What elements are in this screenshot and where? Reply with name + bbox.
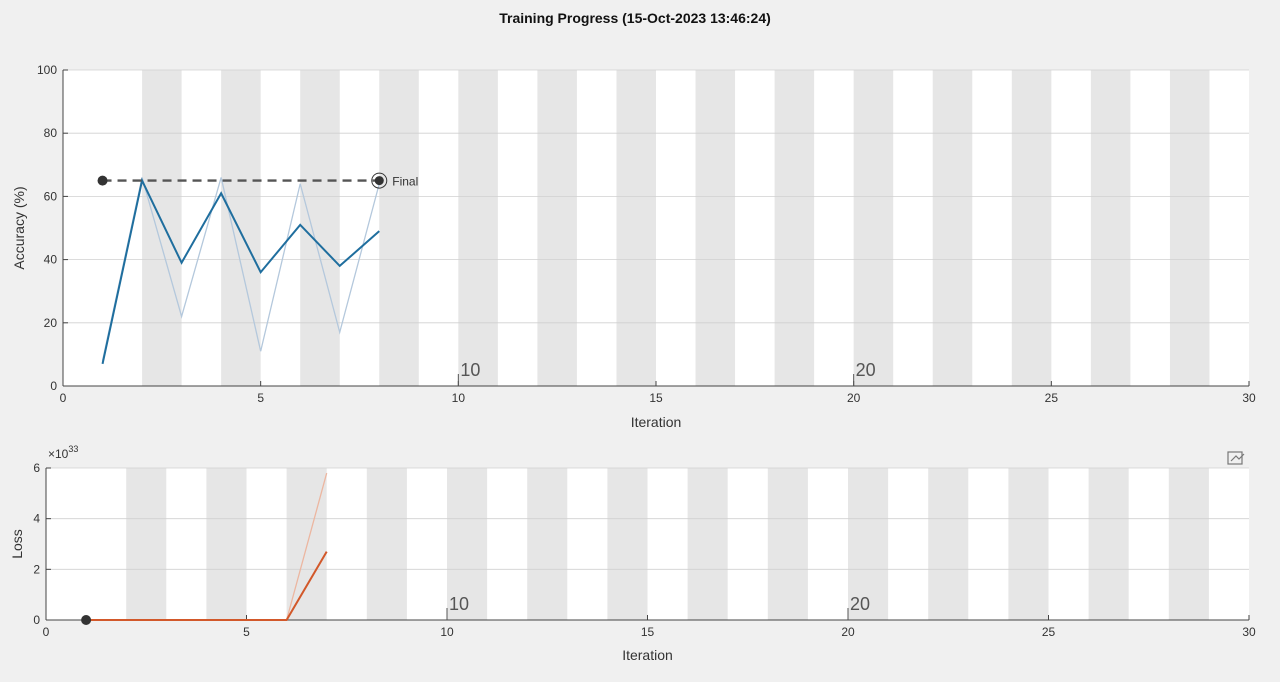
x-tick-label: 30 [1242, 625, 1256, 639]
epoch-label: 10 [460, 360, 480, 380]
x-tick-label: 15 [649, 391, 663, 405]
epoch-band [126, 468, 167, 620]
x-tick-label: 30 [1242, 391, 1256, 405]
epoch-band [853, 70, 894, 386]
y-exponent-label: ×1033 [48, 444, 78, 461]
epoch-band [1088, 468, 1129, 620]
y-tick-label: 4 [33, 512, 40, 526]
epoch-band [1011, 70, 1052, 386]
x-tick-label: 10 [452, 391, 466, 405]
chart-title: Training Progress (15-Oct-2023 13:46:24) [499, 10, 771, 26]
y-tick-label: 40 [44, 253, 58, 267]
epoch-band [300, 70, 340, 386]
export-plot-icon[interactable] [1227, 451, 1245, 465]
x-tick-label: 5 [243, 625, 250, 639]
x-tick-label: 25 [1042, 625, 1056, 639]
y-exponent-power: 33 [68, 444, 78, 454]
epoch-band [1008, 468, 1049, 620]
epoch-band [221, 70, 261, 386]
export-icon-arrow [1230, 453, 1245, 462]
validation-start-point [81, 615, 92, 625]
epoch-band [695, 70, 736, 386]
x-tick-label: 25 [1045, 391, 1059, 405]
epoch-band [928, 468, 969, 620]
smoothed-series-line [86, 551, 328, 621]
y-tick-label: 80 [44, 126, 58, 140]
x-tick-label: 20 [841, 625, 855, 639]
epoch-band [142, 70, 182, 386]
epoch-label: 10 [449, 594, 469, 614]
epoch-band [687, 468, 728, 620]
x-tick-label: 0 [60, 391, 67, 405]
epoch-band [1168, 468, 1209, 620]
x-axis-label: Iteration [631, 414, 682, 430]
x-tick-label: 15 [641, 625, 655, 639]
y-tick-label: 20 [44, 316, 58, 330]
x-tick-label: 10 [440, 625, 454, 639]
final-marker-ring [371, 172, 388, 189]
epoch-band [458, 70, 498, 386]
x-tick-label: 0 [43, 625, 50, 639]
y-tick-label: 100 [37, 63, 57, 77]
x-tick-label: 20 [847, 391, 861, 405]
y-axis-label: Accuracy (%) [11, 186, 27, 269]
export-icon-frame [1227, 451, 1243, 465]
epoch-band [1169, 70, 1210, 386]
y-tick-label: 2 [33, 562, 40, 576]
epoch-band [366, 468, 407, 620]
y-tick-label: 60 [44, 189, 58, 203]
x-axis-label: Iteration [622, 647, 673, 663]
epoch-band [848, 468, 889, 620]
y-tick-label: 0 [33, 613, 40, 627]
final-annotation: Final [392, 175, 418, 189]
y-tick-label: 0 [50, 379, 57, 393]
smoothed-series-line [101, 177, 380, 365]
epoch-label: 20 [850, 594, 870, 614]
y-tick-label: 6 [33, 461, 40, 475]
epoch-label: 20 [856, 360, 876, 380]
epoch-band [1090, 70, 1131, 386]
final-marker-point [374, 176, 384, 186]
epoch-band [932, 70, 973, 386]
epoch-band [607, 468, 648, 620]
epoch-band [379, 70, 419, 386]
validation-start-point [97, 175, 108, 186]
x-tick-label: 5 [257, 391, 264, 405]
epoch-band [527, 468, 568, 620]
raw-series-line [101, 177, 380, 361]
y-axis-label: Loss [9, 529, 25, 559]
epoch-band [206, 468, 247, 620]
epoch-band [447, 468, 488, 620]
epoch-band [767, 468, 808, 620]
epoch-band [774, 70, 815, 386]
epoch-band [537, 70, 577, 386]
epoch-band [616, 70, 656, 386]
